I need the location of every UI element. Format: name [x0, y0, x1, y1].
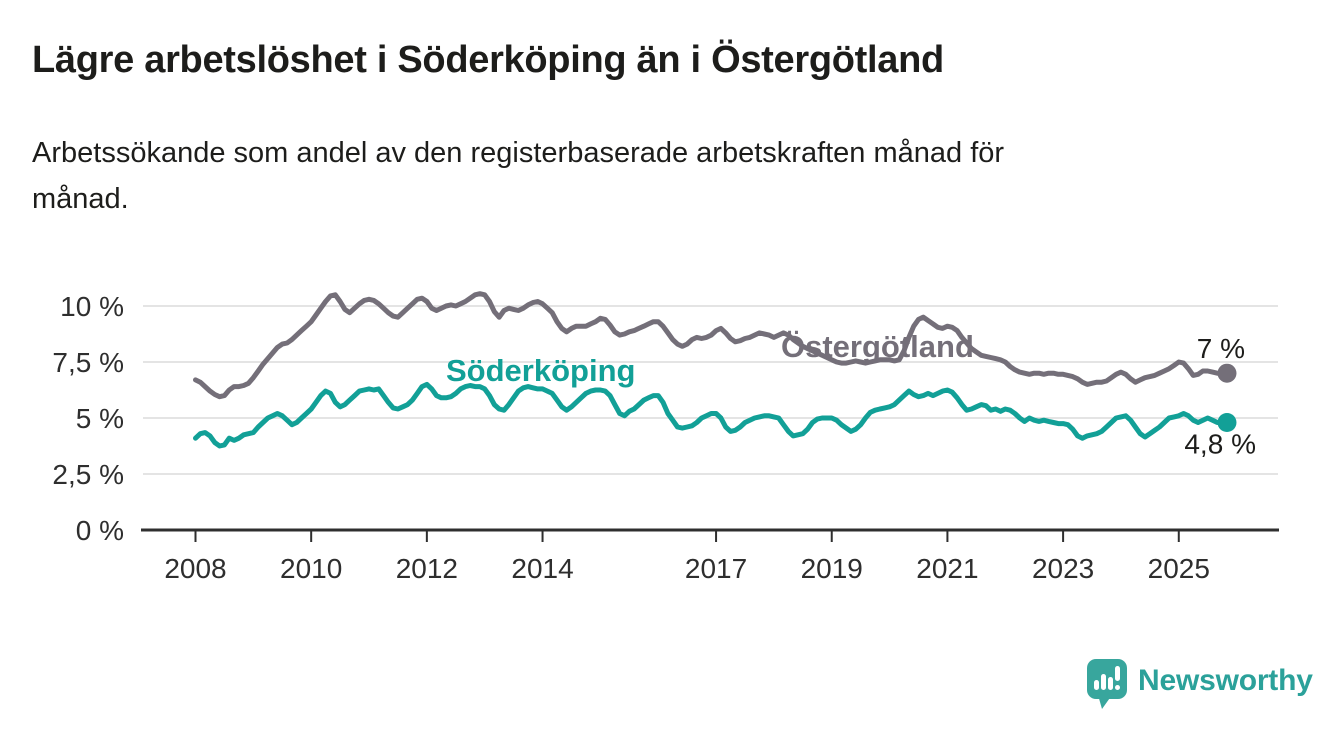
newsworthy-logo-text: Newsworthy — [1138, 664, 1313, 697]
x-axis-label: 2021 — [916, 553, 978, 584]
speech-bubble-bar-chart-icon — [1087, 659, 1127, 709]
page-subtitle: Arbetssökande som andel av den registerb… — [32, 130, 1292, 222]
x-axis-label: 2019 — [801, 553, 863, 584]
x-axis-label: 2014 — [511, 553, 573, 584]
subtitle-line-2: månad. — [32, 183, 129, 215]
series-line-soderkoping — [193, 381, 1230, 449]
x-axis-label: 2023 — [1032, 553, 1094, 584]
y-axis-label: 0 % — [76, 515, 124, 546]
series-end-dot-ostergotland — [1217, 363, 1237, 383]
x-axis-label: 2017 — [685, 553, 747, 584]
newsworthy-logo: Newsworthy — [1087, 659, 1313, 711]
y-axis-label: 7,5 % — [52, 347, 124, 378]
y-axis-label: 2,5 % — [52, 459, 124, 490]
subtitle-line-1: Arbetssökande som andel av den registerb… — [32, 137, 1005, 169]
x-axis-label: 2025 — [1148, 553, 1210, 584]
y-axis-label: 5 % — [76, 403, 124, 434]
y-axis-label: 10 % — [60, 291, 124, 322]
x-axis-label: 2008 — [164, 553, 226, 584]
series-end-label-soderkoping: 4,8 % — [1184, 428, 1256, 459]
series-label-soderkoping: Söderköping — [446, 353, 636, 388]
series-line-ostergotland — [193, 291, 1230, 400]
x-axis-label: 2012 — [396, 553, 458, 584]
page-title: Lägre arbetslöshet i Söderköping än i Ös… — [32, 39, 944, 81]
series-end-dot-soderkoping — [1217, 412, 1237, 432]
series-label-ostergotland: Östergötland — [781, 329, 974, 364]
x-axis-label: 2010 — [280, 553, 342, 584]
series-end-label-ostergotland: 7 % — [1197, 333, 1245, 364]
